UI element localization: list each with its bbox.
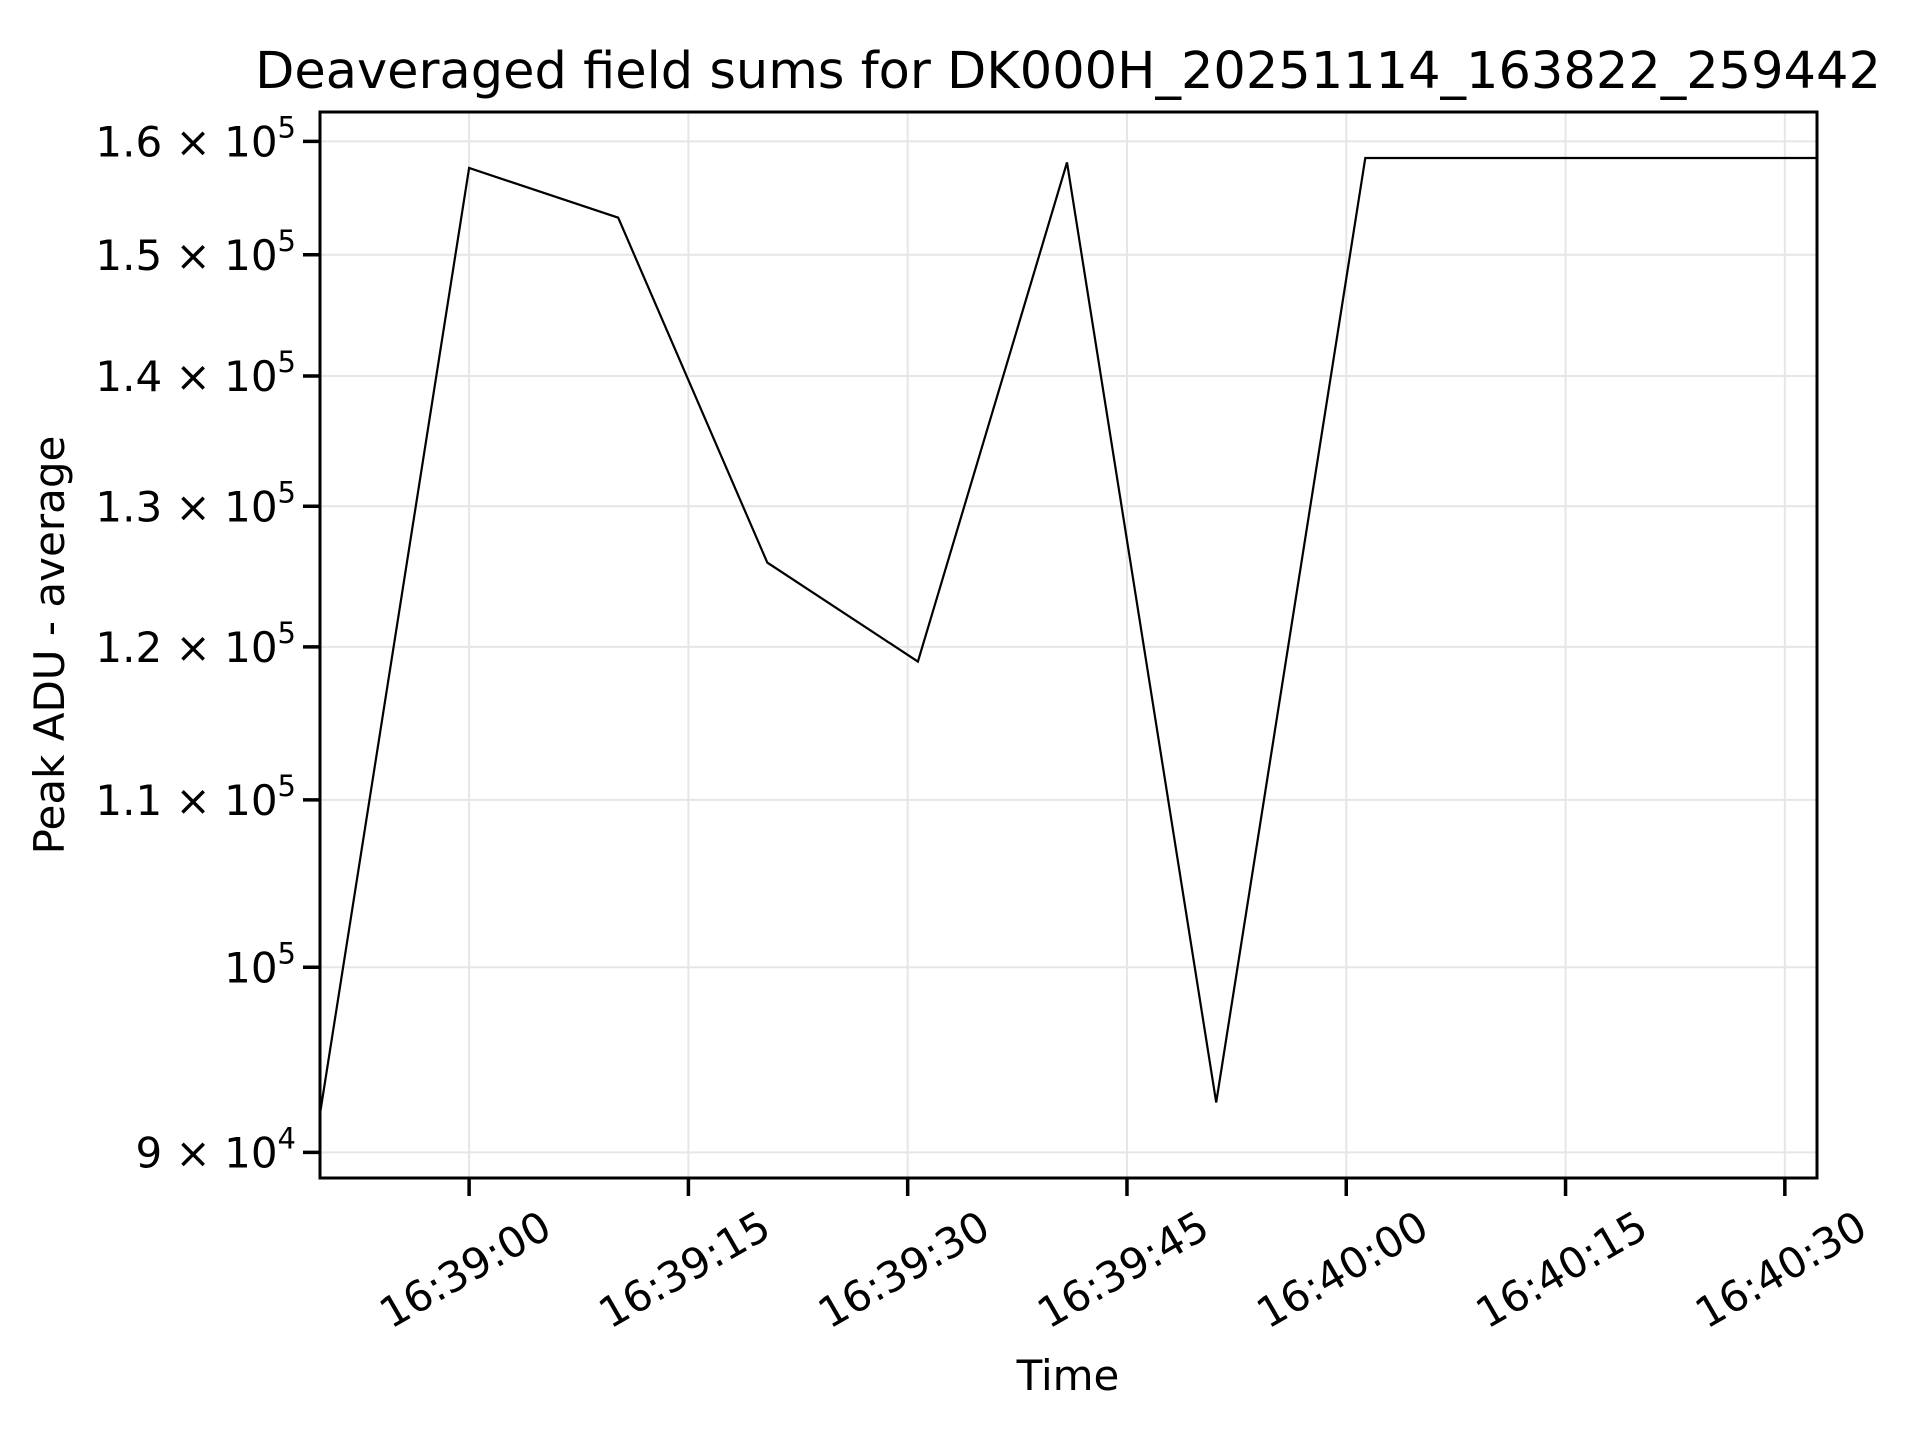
data-layer [318,156,1817,1114]
y-tick-label: 1.4 × 105 [95,345,296,401]
y-tick-label: 1.3 × 105 [95,475,296,531]
y-axis-label: Peak ADU - average [25,436,74,855]
x-axis-label: Time [1016,1351,1120,1400]
x-tick-label: 16:39:00 [371,1201,559,1338]
y-tick-label: 1.2 × 105 [95,616,296,672]
tick-layer [303,139,1787,1196]
x-tick-label: 16:40:15 [1468,1201,1656,1338]
x-tick-label: 16:40:00 [1248,1201,1436,1338]
y-tick-label: 1.5 × 105 [95,224,296,280]
x-tick-label: 16:39:45 [1029,1201,1217,1338]
chart-title: Deaveraged field sums for DK000H_2025111… [255,42,1881,101]
y-tick-label: 9 × 104 [135,1121,296,1177]
spine-layer [318,110,1819,1180]
y-tick-label: 105 [224,936,296,992]
x-tick-label: 16:40:30 [1687,1201,1875,1338]
x-tick-label: 16:39:30 [810,1201,998,1338]
plot-border [318,110,1819,1180]
tick-label-layer: 16:39:00 16:39:15 16:39:30 16:39:45 16:40:00… [95,110,1874,1338]
y-tick-label: 1.6 × 105 [95,110,296,166]
grid-layer [320,112,1817,1178]
y-tick-label: 1.1 × 105 [95,769,296,825]
x-tick-label: 16:39:15 [591,1201,779,1338]
data-line [318,156,1817,1114]
